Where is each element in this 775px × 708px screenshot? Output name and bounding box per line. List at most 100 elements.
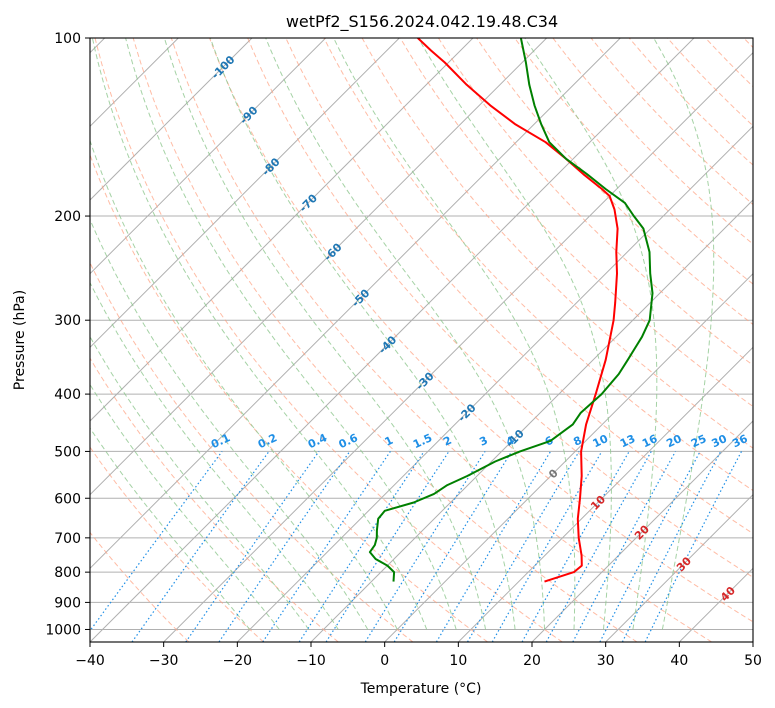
dry-adiabat [90, 261, 414, 642]
isotherm-gridline [236, 125, 753, 642]
isotherm-gridline [384, 272, 753, 642]
mixing-ratio-line [435, 451, 552, 642]
isotherm-gridline [90, 38, 695, 642]
dry-adiabat [399, 38, 753, 408]
moist-adiabat [90, 218, 369, 630]
isotherm-gridline [752, 641, 753, 642]
isotherm-gridline [457, 346, 753, 642]
mixing-ratio-label: 30 [710, 432, 730, 450]
mixing-ratio-label: 1 [383, 434, 395, 449]
dry-adiabat [90, 357, 339, 642]
moist-adiabat [90, 281, 339, 630]
mixing-ratio-line [545, 451, 652, 642]
isotherm-gridline [90, 38, 327, 275]
isotherm-gridline [90, 38, 474, 422]
dry-adiabat [590, 38, 753, 206]
mixing-ratio-label: 10 [591, 432, 611, 450]
y-tick-label: 300 [54, 313, 81, 329]
dry-adiabat [437, 38, 753, 366]
y-tick-label: 700 [54, 531, 81, 547]
x-tick-label: 10 [449, 653, 467, 669]
mixing-ratio-line [644, 451, 743, 642]
dry-adiabat [743, 38, 753, 49]
mixing-ratio-label: 13 [618, 432, 637, 450]
x-tick-label: −40 [75, 653, 105, 669]
isotherm-gridline [531, 420, 753, 642]
x-tick-label: 0 [380, 653, 389, 669]
moist-adiabat [524, 38, 658, 630]
mixing-ratio-line [325, 451, 450, 642]
moist-adiabat [90, 427, 251, 630]
y-tick-label: 400 [54, 387, 81, 403]
moist-adiabat [90, 335, 310, 630]
isotherm-gridline [90, 38, 400, 349]
moist-adiabat [125, 38, 457, 630]
isotherm-label: -90 [237, 104, 260, 127]
mixing-ratio-line [466, 451, 580, 642]
mixing-ratio-label: 3 [477, 434, 489, 449]
mixing-ratio-label: 20 [664, 432, 684, 450]
dry-adiabat [90, 531, 190, 642]
plot-area: 0.1 0.2 0.4 0.6 1 1.5 2 3 4 6 8 10 13 16 20 25 30 36-100-… [90, 38, 753, 642]
moist-adiabat [163, 38, 487, 630]
x-tick-label: −30 [149, 653, 179, 669]
y-axis-title: Pressure (hPa) [12, 290, 28, 390]
isotherm-gridline [90, 38, 621, 570]
mixing-ratio-line [298, 451, 425, 642]
dry-adiabat [667, 38, 753, 127]
mixing-ratio-line [131, 451, 270, 642]
dry-adiabat [209, 38, 753, 623]
dry-adiabat [132, 38, 638, 642]
mixing-ratio-label: 0.4 [306, 431, 329, 451]
isotherm-gridline [678, 567, 753, 642]
mixing-ratio-line [218, 451, 351, 642]
moist-adiabat [653, 38, 715, 630]
moist-adiabat [209, 38, 516, 630]
moist-adiabat [265, 38, 545, 630]
mixing-ratio-line [90, 451, 223, 632]
mixing-ratio-line [393, 451, 513, 642]
mixing-ratio-line [572, 451, 677, 642]
mixing-ratio-label: 25 [689, 432, 708, 450]
isotherm-gridline [163, 51, 753, 642]
mixing-ratio-label: 16 [640, 432, 660, 450]
mixing-ratio-label: 36 [730, 432, 750, 450]
x-tick-label: 30 [597, 653, 615, 669]
axes: −40 −30 −20 −10 0 10 20 30 40 50 100 200 300 400 500 60… [45, 31, 762, 669]
x-tick-label: 50 [744, 653, 762, 669]
y-tick-label: 1000 [45, 622, 81, 638]
moist-adiabat [417, 38, 612, 630]
y-tick-label: 200 [54, 209, 81, 225]
dry-adiabat [247, 38, 753, 578]
mixing-ratio-label: 2 [441, 434, 453, 449]
isotherm-gridline [90, 38, 253, 201]
isotherm-gridline [90, 38, 548, 496]
y-tick-label: 600 [54, 491, 81, 507]
chart-title: wetPf2_S156.2024.042.19.48.C34 [286, 12, 558, 32]
y-tick-label: 900 [54, 595, 81, 611]
moist-adiabat [91, 38, 428, 630]
dry-adiabat [170, 38, 712, 642]
moist-adiabat [90, 139, 398, 630]
dry-adiabat [94, 38, 563, 642]
x-tick-label: 40 [670, 653, 688, 669]
plot-frame [89, 37, 754, 643]
mixing-ratio-line [621, 451, 722, 642]
dry-adiabat [361, 38, 753, 449]
mixing-ratio-label: 0.2 [256, 431, 279, 451]
moist-adiabat [333, 38, 576, 630]
dry-adiabat [90, 446, 264, 642]
mixing-ratio-label: 0.1 [209, 431, 232, 451]
mixing-ratio-line [599, 451, 701, 642]
y-tick-label: 100 [54, 31, 81, 47]
temperature-profile-line [417, 38, 619, 583]
dry-adiabat [552, 38, 753, 245]
x-tick-label: −10 [296, 653, 326, 669]
y-tick-label: 800 [54, 565, 81, 581]
mixing-ratio-line [521, 451, 630, 642]
mixing-ratio-label: 0.6 [337, 431, 360, 451]
dewpoint-profile-line [368, 38, 654, 582]
dry-adiabat [514, 38, 753, 285]
dry-adiabat [90, 153, 488, 642]
